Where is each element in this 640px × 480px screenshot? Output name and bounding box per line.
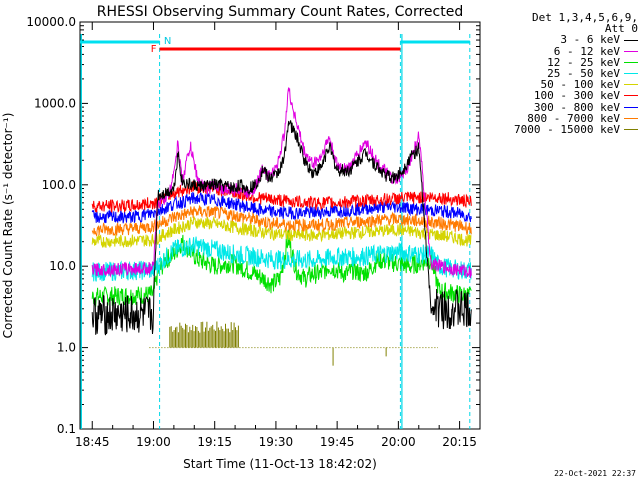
y-tick-label: 10000.0 (26, 15, 76, 29)
timestamp: 22-Oct-2021 22:37 (554, 469, 636, 478)
series-burst-7000-15000kev (169, 321, 239, 348)
legend-entry-label: 25 - 50 keV (547, 66, 620, 80)
series-line-3-6kev (91, 120, 472, 336)
y-tick-label: 0.1 (57, 422, 76, 436)
plot-frame (79, 21, 481, 430)
series-line-50-100kev (91, 215, 472, 249)
series-line-100-300kev (91, 180, 472, 214)
legend-header-line2: Att 0 (604, 22, 638, 36)
legend-entry: 50 - 100 keV (482, 79, 638, 90)
chart-title: RHESSI Observing Summary Count Rates, Co… (97, 4, 463, 20)
series-line-300-800kev (91, 191, 472, 224)
legend-entry: 12 - 25 keV (482, 57, 638, 68)
x-tick-label: 19:30 (259, 435, 294, 449)
legend-entry-label: 12 - 25 keV (547, 55, 620, 69)
legend-entry-swatch (624, 117, 638, 119)
series-line-6-12kev (91, 87, 472, 279)
legend-entry: 800 - 7000 keV (482, 113, 638, 124)
x-tick-label: 20:15 (442, 435, 477, 449)
legend-entry: 300 - 800 keV (482, 100, 638, 114)
y-tick-label: 1000.0 (34, 96, 76, 110)
y-tick-label: 100.0 (42, 178, 76, 192)
legend-entry-swatch (624, 84, 638, 86)
night-flag-label: N (164, 36, 171, 47)
legend: Det 1,3,4,5,6,9, Att 0 3 - 6 keV 6 - 12 k… (482, 12, 638, 135)
x-tick-label: 19:00 (136, 435, 171, 449)
legend-entry-label: 300 - 800 keV (533, 100, 620, 114)
legend-entry-swatch (624, 39, 638, 41)
legend-header-line1: Det 1,3,4,5,6,9, (532, 11, 638, 24)
x-tick-label: 18:45 (75, 435, 110, 449)
legend-entry-label: 800 - 7000 keV (527, 111, 620, 125)
legend-entry: 3 - 6 keV (482, 33, 638, 47)
x-tick-label: 19:15 (197, 435, 232, 449)
legend-entry: 7000 - 15000 keV (482, 124, 638, 135)
legend-entry-label: 100 - 300 keV (533, 89, 620, 103)
y-axis-label: Corrected Count Rate (s⁻¹ detector⁻¹) (1, 113, 15, 339)
legend-entry: 25 - 50 keV (482, 68, 638, 79)
legend-entry-label: 7000 - 15000 keV (514, 122, 620, 136)
legend-entry-swatch (624, 73, 638, 75)
legend-entry: 6 - 12 keV (482, 44, 638, 58)
legend-entry-swatch (624, 61, 638, 63)
legend-entry-label: 6 - 12 keV (553, 44, 620, 58)
flare-flag-label: F (151, 44, 157, 55)
y-tick-label: 1.0 (57, 341, 76, 355)
x-tick-label: 19:45 (320, 435, 355, 449)
legend-entry-swatch (624, 129, 638, 130)
legend-entry-label: 50 - 100 keV (540, 78, 620, 92)
y-tick-label: 10.0 (49, 259, 76, 273)
x-tick-label: 20:00 (381, 435, 416, 449)
legend-entry-swatch (624, 106, 638, 108)
legend-entry-swatch (624, 95, 638, 97)
x-axis-label: Start Time (11-Oct-13 18:42:02) (183, 457, 377, 471)
series-line-800-7000kev (91, 205, 472, 237)
legend-entry-swatch (624, 50, 638, 52)
legend-entry: 100 - 300 keV (482, 89, 638, 103)
legend-entry-label: 3 - 6 keV (560, 33, 620, 47)
